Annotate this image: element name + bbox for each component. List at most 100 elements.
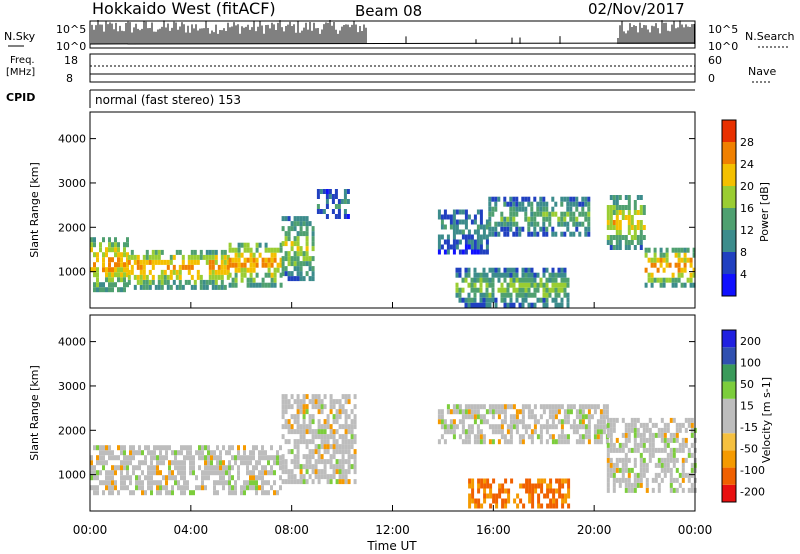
heatmap-cell xyxy=(108,282,111,288)
heatmap-cell xyxy=(630,422,634,428)
heatmap-cell xyxy=(527,231,531,237)
heatmap-cell xyxy=(189,460,192,466)
heatmap-cell xyxy=(299,231,303,237)
heatmap-cell xyxy=(353,414,357,420)
heatmap-cell xyxy=(656,267,660,273)
heatmap-cell xyxy=(618,205,622,210)
heatmap-cell xyxy=(148,279,152,285)
heatmap-cell xyxy=(599,434,603,440)
heatmap-cell xyxy=(642,457,646,463)
heatmap-cell xyxy=(314,394,318,400)
heatmap-cell xyxy=(654,447,658,453)
heatmap-cell xyxy=(165,455,168,461)
heatmap-cell xyxy=(108,480,111,486)
heatmap-cell xyxy=(216,470,219,476)
heatmap-cell xyxy=(154,284,158,290)
heatmap-cell xyxy=(347,449,351,455)
heatmap-cell xyxy=(96,455,99,461)
heatmap-cell xyxy=(165,485,168,491)
heatmap-cell xyxy=(299,479,303,485)
heatmap-cell xyxy=(111,272,114,278)
heatmap-cell xyxy=(581,201,585,207)
heatmap-cell xyxy=(687,487,691,493)
heatmap-cell xyxy=(228,272,232,278)
heatmap-cell xyxy=(102,450,105,456)
heatmap-cell xyxy=(497,409,501,415)
heatmap-cell xyxy=(455,267,459,273)
heatmap-cell xyxy=(536,287,540,293)
heatmap-cell xyxy=(147,445,150,451)
heatmap-cell xyxy=(618,230,622,235)
heatmap-cell xyxy=(548,292,552,298)
heatmap-cell xyxy=(90,237,93,243)
heatmap-cell xyxy=(314,459,318,465)
velocity-ylabel: Slant Range [km] xyxy=(28,365,41,461)
heatmap-cell xyxy=(627,215,631,220)
heatmap-cell xyxy=(642,210,646,215)
heatmap-cell xyxy=(612,462,616,468)
heatmap-cell xyxy=(316,194,320,199)
heatmap-cell xyxy=(216,460,219,466)
heatmap-cell xyxy=(542,201,546,207)
heatmap-cell xyxy=(234,252,238,258)
heatmap-cell xyxy=(648,427,652,433)
x-tick-label: 00:00 xyxy=(678,523,713,537)
heatmap-cell xyxy=(615,447,619,453)
heatmap-cell xyxy=(530,429,534,435)
heatmap-cell xyxy=(449,214,453,220)
heatmap-cell xyxy=(606,235,610,240)
heatmap-cell xyxy=(132,445,135,451)
heatmap-cell xyxy=(554,211,558,217)
heatmap-cell xyxy=(480,483,484,489)
heatmap-cell xyxy=(126,267,129,273)
heatmap-cell xyxy=(549,488,553,494)
heatmap-cell xyxy=(506,429,510,435)
heatmap-cell xyxy=(680,282,684,288)
heatmap-cell xyxy=(207,445,210,451)
heatmap-cell xyxy=(186,445,189,451)
heatmap-cell xyxy=(270,465,273,471)
heatmap-cell xyxy=(500,404,504,410)
heatmap-cell xyxy=(560,267,564,273)
heatmap-cell xyxy=(284,256,288,262)
heatmap-cell xyxy=(180,465,183,471)
heatmap-cell xyxy=(477,478,481,484)
heatmap-cell xyxy=(527,196,531,202)
heatmap-cell xyxy=(678,427,682,433)
heatmap-cell xyxy=(228,450,231,456)
heatmap-cell xyxy=(199,284,203,290)
heatmap-cell xyxy=(491,206,495,212)
heatmap-cell xyxy=(127,274,131,280)
heatmap-cell xyxy=(464,209,468,215)
heatmap-cell xyxy=(166,259,170,265)
heatmap-cell xyxy=(476,414,480,420)
heatmap-cell xyxy=(551,424,555,430)
heatmap-cell xyxy=(639,462,643,468)
heatmap-cell xyxy=(246,242,250,248)
heatmap-cell xyxy=(551,287,555,293)
heatmap-cell xyxy=(284,394,288,400)
heatmap-cell xyxy=(482,404,486,410)
colorbar-swatch xyxy=(722,433,736,451)
heatmap-cell xyxy=(157,279,161,285)
heatmap-cell xyxy=(93,465,96,471)
heatmap-cell xyxy=(117,272,120,278)
heatmap-cell xyxy=(267,272,271,278)
heatmap-cell xyxy=(246,460,249,466)
heatmap-cell xyxy=(531,483,535,489)
heatmap-cell xyxy=(494,221,498,227)
heatmap-cell xyxy=(249,272,253,278)
heatmap-cell xyxy=(163,269,167,275)
heatmap-cell xyxy=(515,196,519,202)
heatmap-cell xyxy=(615,230,619,235)
heatmap-cell xyxy=(183,480,186,486)
heatmap-cell xyxy=(558,488,562,494)
heatmap-cell xyxy=(293,241,297,247)
heatmap-cell xyxy=(563,419,567,425)
heatmap-cell xyxy=(627,230,631,235)
heatmap-cell xyxy=(344,399,348,405)
heatmap-cell xyxy=(252,262,256,268)
heatmap-cell xyxy=(440,214,444,220)
heatmap-cell xyxy=(522,503,526,509)
heatmap-cell xyxy=(108,257,111,263)
